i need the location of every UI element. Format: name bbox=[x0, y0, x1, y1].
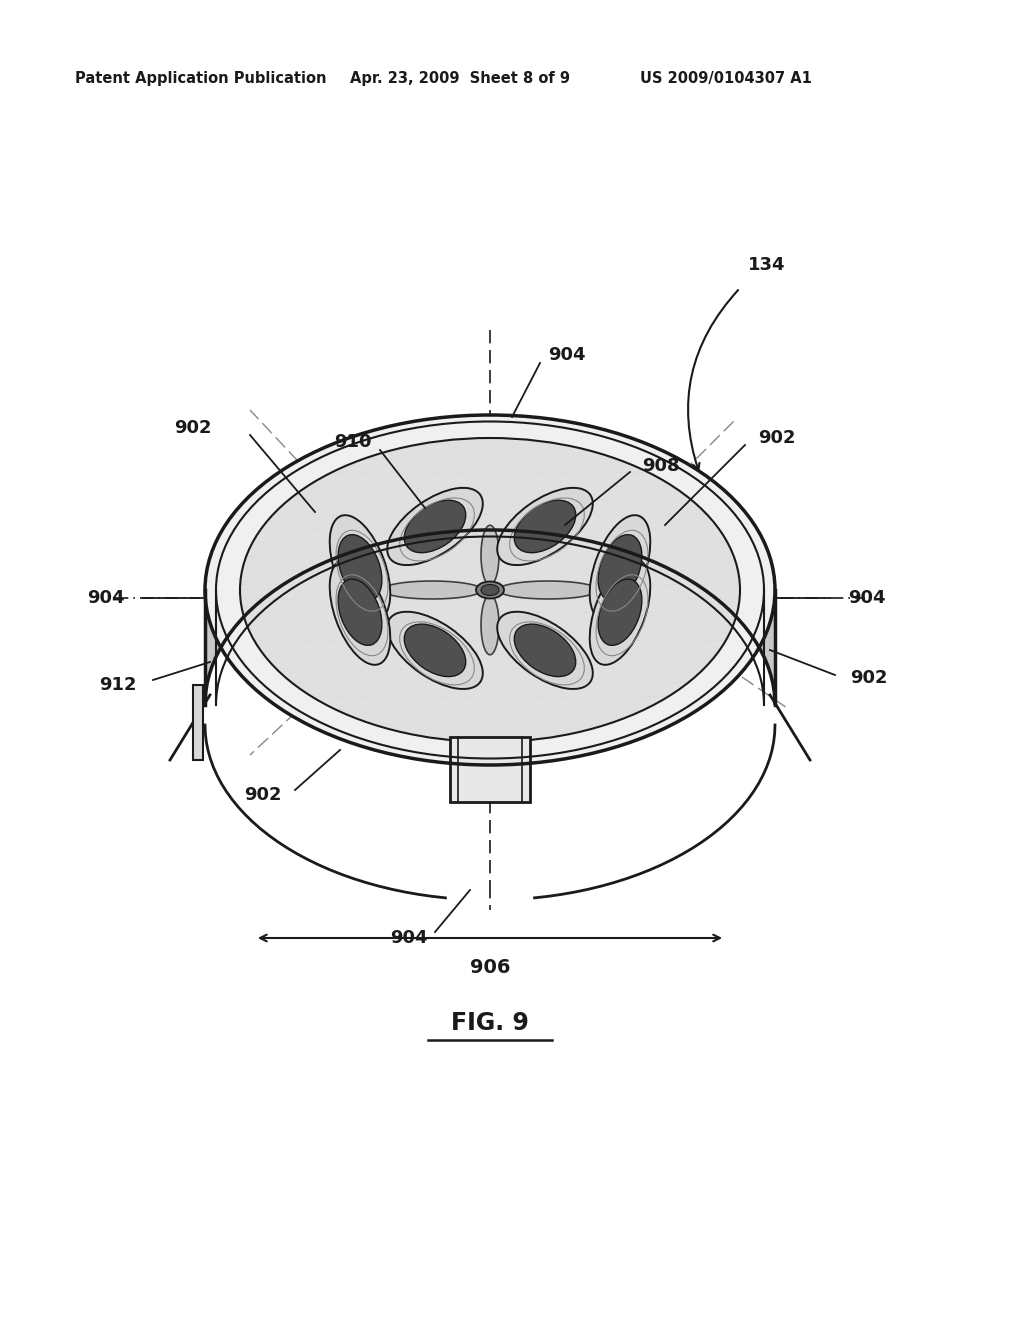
Ellipse shape bbox=[476, 582, 504, 598]
Text: Apr. 23, 2009  Sheet 8 of 9: Apr. 23, 2009 Sheet 8 of 9 bbox=[350, 70, 570, 86]
Text: 134: 134 bbox=[748, 256, 785, 275]
Ellipse shape bbox=[498, 611, 593, 689]
Ellipse shape bbox=[404, 500, 466, 553]
Ellipse shape bbox=[387, 488, 482, 565]
Ellipse shape bbox=[338, 535, 382, 601]
Ellipse shape bbox=[498, 488, 593, 565]
Text: US 2009/0104307 A1: US 2009/0104307 A1 bbox=[640, 70, 812, 86]
Text: 908: 908 bbox=[642, 457, 680, 475]
Ellipse shape bbox=[330, 560, 390, 665]
Text: Patent Application Publication: Patent Application Publication bbox=[75, 70, 327, 86]
Ellipse shape bbox=[481, 585, 499, 595]
Ellipse shape bbox=[598, 579, 642, 645]
Text: 910: 910 bbox=[335, 433, 372, 451]
Polygon shape bbox=[193, 685, 203, 760]
Ellipse shape bbox=[404, 624, 466, 677]
Text: 902: 902 bbox=[850, 669, 888, 686]
Text: 912: 912 bbox=[99, 676, 137, 694]
Text: 906: 906 bbox=[470, 958, 510, 977]
Ellipse shape bbox=[338, 579, 382, 645]
Text: 902: 902 bbox=[174, 418, 212, 437]
Polygon shape bbox=[481, 525, 499, 585]
Ellipse shape bbox=[514, 624, 575, 677]
Ellipse shape bbox=[590, 560, 650, 665]
Text: 904: 904 bbox=[87, 589, 125, 607]
Text: 902: 902 bbox=[758, 429, 796, 447]
Ellipse shape bbox=[330, 515, 390, 620]
Polygon shape bbox=[240, 438, 740, 742]
Polygon shape bbox=[205, 531, 775, 705]
Text: 904: 904 bbox=[390, 929, 428, 946]
Polygon shape bbox=[498, 581, 598, 599]
Polygon shape bbox=[481, 595, 499, 655]
Text: 904: 904 bbox=[848, 589, 886, 607]
FancyArrowPatch shape bbox=[688, 290, 738, 470]
Text: FIG. 9: FIG. 9 bbox=[451, 1011, 529, 1035]
Polygon shape bbox=[382, 581, 482, 599]
Ellipse shape bbox=[514, 500, 575, 553]
Ellipse shape bbox=[590, 515, 650, 620]
Polygon shape bbox=[205, 414, 775, 766]
Ellipse shape bbox=[598, 535, 642, 601]
Ellipse shape bbox=[387, 611, 482, 689]
Text: 904: 904 bbox=[548, 346, 586, 364]
Polygon shape bbox=[450, 737, 530, 801]
Text: 902: 902 bbox=[245, 785, 282, 804]
